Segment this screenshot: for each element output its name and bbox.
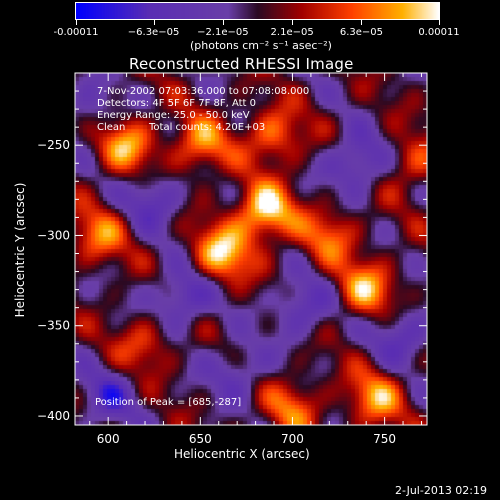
colorbar-gradient xyxy=(76,3,439,19)
annotation-energy: Energy Range: 25.0 - 50.0 keV xyxy=(97,110,250,121)
plot-area: 600 650 700 750 −250 −300 −350 −400 7-Nov-2002 … xyxy=(37,72,428,446)
colorbar-tick xyxy=(361,20,363,25)
footer-timestamp: 2-Jul-2013 02:19 xyxy=(395,484,488,497)
plot-frame xyxy=(74,72,428,426)
x-tick-label: 600 xyxy=(97,432,120,446)
x-tick-label: 700 xyxy=(281,432,304,446)
colorbar-tick xyxy=(439,20,440,25)
y-tick-label: −300 xyxy=(37,228,70,242)
x-axis-label: Heliocentric X (arcsec) xyxy=(174,447,310,461)
colorbar-tick xyxy=(76,20,77,25)
colorbar-tick-label: −6.3e−05 xyxy=(127,27,180,38)
axes: 600 650 700 750 −250 −300 −350 −400 xyxy=(37,72,428,446)
colorbar-unit-label: (photons cm⁻² s⁻¹ asec⁻²) xyxy=(190,39,332,52)
colorbar-tick xyxy=(153,20,155,25)
colorbar-tick-label: -0.00011 xyxy=(53,27,99,38)
colorbar xyxy=(75,2,440,20)
y-tick-label: −250 xyxy=(37,138,70,152)
chart-title: Reconstructed RHESSI Image xyxy=(129,55,354,73)
y-tick-label: −350 xyxy=(37,319,70,333)
heatmap-image xyxy=(75,73,427,425)
colorbar-tick-label: 6.3e−05 xyxy=(339,27,384,38)
x-tick-label: 650 xyxy=(189,432,212,446)
annotation-time-range: 7-Nov-2002 07:03:36.000 to 07:08:08.000 xyxy=(97,86,310,97)
annotation-detectors: Detectors: 4F 5F 6F 7F 8F, Att 0 xyxy=(97,98,257,109)
annotation-method: Clean xyxy=(97,122,126,133)
y-tick-label: −400 xyxy=(37,409,70,423)
annotation-total-counts: Total counts: 4.20E+03 xyxy=(149,122,266,133)
y-axis-label: Heliocentric Y (arcsec) xyxy=(13,182,27,318)
colorbar-tick xyxy=(292,20,294,25)
colorbar-tick-label: 2.1e−05 xyxy=(270,27,314,38)
annotation-peak-position: Position of Peak = [685,-287] xyxy=(95,397,242,408)
x-tick-label: 750 xyxy=(373,432,396,446)
colorbar-tick-label: 0.00011 xyxy=(418,27,460,38)
colorbar-tick xyxy=(222,20,224,25)
colorbar-tick-label: −2.1e−05 xyxy=(197,27,249,38)
